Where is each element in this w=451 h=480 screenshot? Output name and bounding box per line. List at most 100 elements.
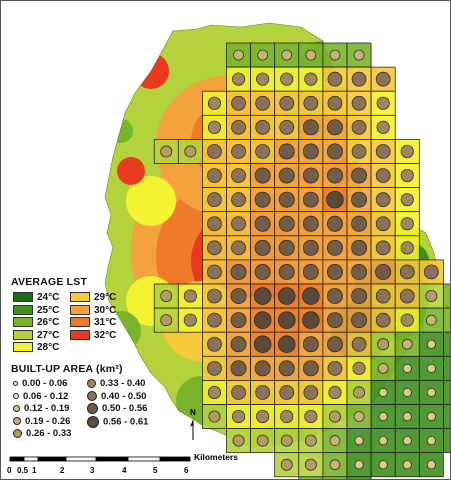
grid-cell [322, 259, 348, 285]
builtup-circle [378, 387, 388, 397]
grid-cell [322, 452, 348, 478]
grid-cell [394, 355, 420, 381]
scale-tick-label: 5 [153, 466, 158, 475]
builtup-circle [426, 363, 436, 373]
lst-label: 27°C [37, 329, 60, 341]
lst-swatch [70, 317, 90, 327]
builtup-circle [231, 240, 246, 256]
grid-cell [370, 355, 396, 381]
grid-cell [298, 380, 324, 405]
builtup-circle [375, 144, 391, 159]
grid-cell [370, 211, 396, 237]
grid-cell [443, 307, 450, 333]
builtup-circle [375, 312, 391, 328]
builtup-circle [255, 144, 270, 159]
grid-cell [322, 163, 348, 188]
scale-bar [9, 456, 191, 462]
lst-legend-item: 29°C [70, 292, 116, 303]
builtup-circle [426, 387, 436, 397]
grid-cell [274, 163, 300, 188]
lst-legend-title: AVERAGE LST [11, 276, 88, 288]
lst-legend-item: 26°C [13, 317, 59, 328]
builtup-circle [302, 360, 319, 377]
builtup-circle [351, 191, 367, 208]
lst-swatch [70, 329, 90, 340]
builtup-circle [160, 314, 173, 327]
grid-cell [250, 428, 276, 454]
builtup-label: 0.26 - 0.33 [26, 428, 72, 439]
grid-cell [322, 476, 348, 479]
builtup-circle [280, 409, 294, 424]
builtup-circle [426, 436, 436, 446]
grid-cell [346, 307, 372, 333]
builtup-circle [329, 459, 341, 471]
builtup-circle [351, 215, 367, 232]
builtup-circle [353, 386, 365, 399]
builtup-circle [426, 314, 437, 326]
grid-cell [322, 90, 348, 116]
builtup-circle [302, 264, 319, 280]
grid-cell [322, 283, 348, 309]
grid-cell [322, 331, 348, 357]
grid-cell [202, 331, 227, 357]
builtup-circle [327, 288, 343, 304]
grid-cell [298, 283, 324, 309]
builtup-circle [375, 288, 391, 304]
builtup-legend-item: 0.40 - 0.50 [87, 391, 146, 402]
grid-cell [226, 66, 251, 92]
grid-cell [443, 428, 450, 454]
builtup-circle [230, 360, 247, 377]
grid-cell [370, 404, 396, 429]
builtup-dot [87, 390, 97, 401]
builtup-circle [207, 312, 222, 328]
builtup-label: 0.06 - 0.12 [23, 390, 69, 402]
grid-cell [298, 66, 324, 92]
grid-cell [418, 259, 444, 285]
grid-cell [153, 139, 179, 164]
grid-cell [226, 114, 251, 140]
builtup-circle [304, 72, 318, 86]
grid-cell [250, 90, 276, 116]
builtup-circle [232, 72, 246, 86]
grid-cell [346, 211, 372, 237]
builtup-circle [253, 335, 272, 354]
builtup-circle [351, 167, 367, 184]
builtup-label: 0.33 - 0.40 [100, 378, 146, 389]
grid-cell [418, 283, 444, 309]
builtup-circle [402, 411, 412, 422]
scale-segment [65, 456, 97, 462]
grid-cell [274, 90, 300, 116]
grid-cell [346, 42, 372, 68]
builtup-circle [302, 215, 319, 232]
grid-cell [250, 187, 276, 213]
scale-tick-label: 2 [60, 466, 65, 475]
grid-cell [346, 259, 372, 285]
grid-cell [202, 163, 227, 188]
grid-cell [274, 139, 300, 164]
grid-cell [346, 163, 372, 188]
grid-cell [346, 283, 372, 309]
builtup-circle [302, 143, 319, 160]
grid-cell [298, 404, 324, 429]
grid-cell [394, 235, 420, 261]
builtup-circle [376, 120, 390, 134]
builtup-circle [399, 288, 415, 304]
grid-cell [346, 355, 372, 381]
builtup-dot [13, 404, 20, 412]
grid-cell [274, 355, 300, 381]
builtup-label: 0.00 - 0.06 [22, 378, 68, 389]
grid-cell [322, 211, 348, 237]
grid-cell [370, 114, 396, 140]
builtup-circle [376, 96, 390, 110]
builtup-circle [303, 385, 319, 400]
grid-cell [346, 66, 372, 92]
scale-tick-label: 0.5 [17, 466, 29, 475]
builtup-circle [327, 143, 343, 160]
grid-cell [298, 355, 324, 381]
lst-swatch [13, 342, 33, 352]
builtup-circle [400, 193, 414, 207]
builtup-dot [13, 416, 21, 425]
builtup-circle [327, 215, 343, 232]
builtup-circle [232, 409, 246, 424]
